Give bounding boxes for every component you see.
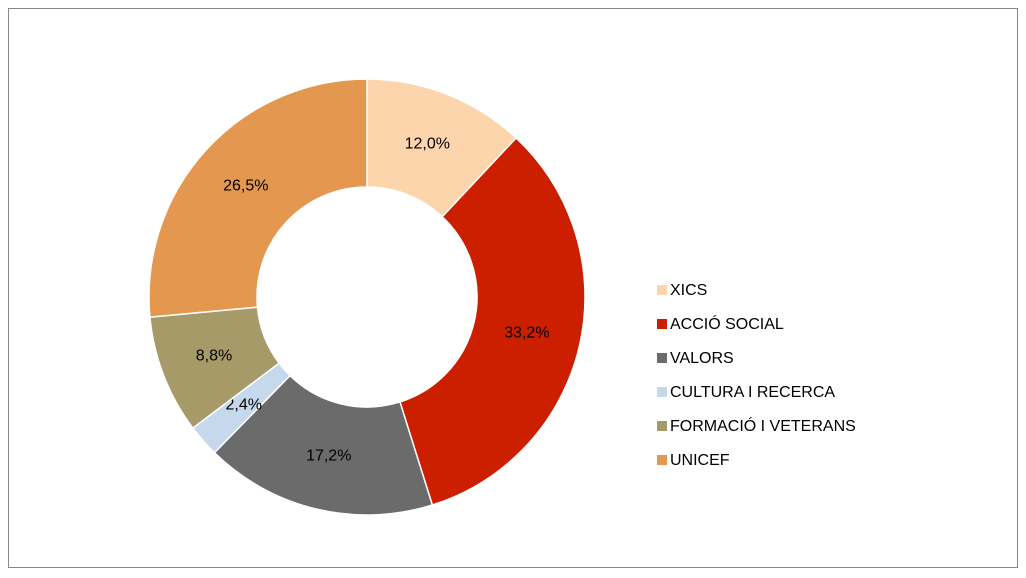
legend-label: ACCIÓ SOCIAL — [670, 314, 784, 333]
legend-swatch — [657, 421, 667, 431]
legend-swatch — [657, 455, 667, 465]
legend-label: FORMACIÓ I VETERANS — [670, 416, 856, 435]
legend-label: XICS — [670, 282, 707, 299]
data-label: 33,2% — [504, 325, 549, 342]
slice — [148, 78, 368, 318]
data-label: 8,8% — [196, 347, 232, 364]
legend-label: VALORS — [670, 350, 734, 367]
data-label: 12,0% — [405, 136, 450, 153]
data-label: 2,4% — [225, 396, 261, 413]
legend-label: CULTURA I RECERCA — [670, 384, 835, 401]
slice — [399, 136, 586, 506]
legend-swatch — [657, 319, 667, 329]
data-label: 17,2% — [306, 448, 351, 465]
legend-swatch — [657, 353, 667, 363]
legend-swatch — [657, 387, 667, 397]
slice — [213, 374, 434, 516]
legend-label: UNICEF — [670, 452, 730, 469]
data-label: 26,5% — [223, 178, 268, 195]
legend-swatch — [657, 285, 667, 295]
